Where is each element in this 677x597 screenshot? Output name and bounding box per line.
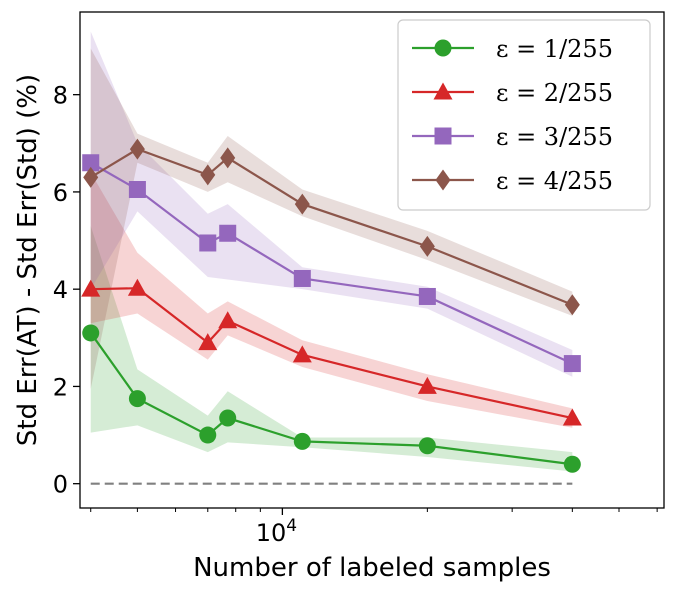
point-series-3 (219, 224, 237, 242)
point-series-4 (294, 193, 310, 215)
point-series-1 (418, 437, 436, 455)
point-series-2 (218, 311, 238, 329)
point-series-1 (293, 432, 311, 450)
point-series-2 (417, 376, 437, 394)
point-series-3 (199, 234, 217, 252)
point-series-1 (199, 426, 217, 444)
legend-label: ε = 1/255 (496, 35, 613, 63)
point-series-3 (563, 355, 581, 373)
y-axis-ticks: 0 2 4 6 8 (53, 82, 80, 499)
legend-label: ε = 3/255 (496, 123, 613, 151)
y-tick-label: 4 (53, 276, 68, 304)
point-series-3 (128, 180, 146, 198)
y-tick-label: 2 (53, 373, 68, 401)
point-series-2 (562, 408, 582, 426)
point-series-4 (83, 166, 99, 188)
point-series-4 (129, 138, 145, 160)
point-series-4 (200, 164, 216, 186)
legend-marker (434, 127, 452, 145)
point-series-2 (198, 333, 218, 351)
series-markers (81, 138, 582, 473)
y-axis-label: Std Err(AT) - Std Err(Std) (%) (13, 74, 43, 446)
legend: ε = 1/255 ε = 2/255 ε = 3/255 ε = 4/255 (397, 19, 651, 211)
point-series-1 (563, 455, 581, 473)
band-series-4 (90, 48, 573, 389)
legend-box (397, 19, 651, 211)
x-axis-ticks: 104 (90, 508, 658, 547)
legend-marker (433, 82, 453, 100)
point-series-4 (419, 235, 435, 257)
point-series-4 (564, 294, 580, 316)
plot-frame (79, 11, 665, 509)
y-tick-label: 0 (53, 471, 68, 499)
band-series-2 (90, 172, 573, 428)
point-series-2 (292, 345, 312, 363)
y-tick-label: 8 (53, 82, 68, 110)
point-series-3 (82, 154, 100, 172)
point-series-3 (293, 269, 311, 287)
point-series-2 (127, 278, 147, 296)
point-series-4 (220, 147, 236, 169)
legend-marker (434, 39, 452, 57)
point-series-3 (418, 287, 436, 305)
point-series-1 (219, 409, 237, 427)
x-tick-label: 104 (256, 516, 297, 547)
legend-label: ε = 2/255 (496, 79, 613, 107)
x-axis-label: Number of labeled samples (193, 553, 551, 583)
legend-marker (435, 169, 451, 191)
legend-label: ε = 4/255 (496, 167, 613, 195)
y-tick-label: 6 (53, 179, 68, 207)
point-series-1 (128, 390, 146, 408)
point-series-1 (82, 324, 100, 342)
point-series-2 (81, 279, 101, 297)
